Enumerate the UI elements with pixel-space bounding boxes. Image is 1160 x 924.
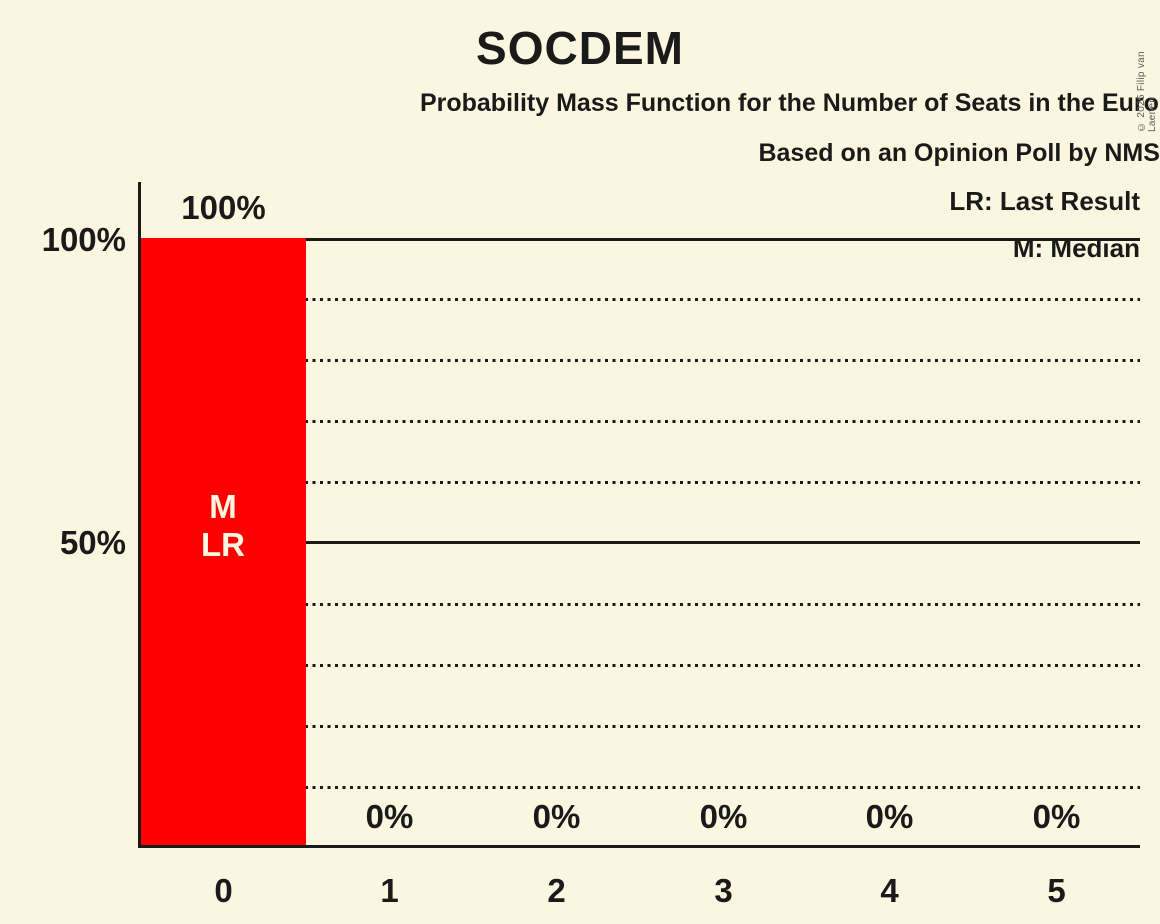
- x-axis-label-4: 4: [880, 872, 899, 909]
- x-axis-label-5: 5: [1047, 872, 1066, 909]
- bar-0: [140, 238, 306, 847]
- value-label-5: 0%: [1032, 798, 1081, 835]
- chart-poll-source: Based on an Opinion Poll by NMS, 6–12 Ma…: [758, 139, 1160, 167]
- y-axis: [138, 182, 141, 848]
- value-label-1: 0%: [365, 798, 414, 835]
- x-axis: [138, 845, 1140, 848]
- bar-0-markers: M LR: [140, 488, 306, 564]
- value-label-3: 0%: [699, 798, 748, 835]
- value-label-2: 0%: [532, 798, 581, 835]
- gridline-30: [140, 664, 1140, 667]
- legend-last-result: LR: Last Result: [949, 186, 1140, 216]
- copyright-notice: © 2025 Filip van Laenen: [1136, 51, 1158, 132]
- gridline-80: [140, 359, 1140, 362]
- y-axis-label-100: 100%: [41, 221, 126, 258]
- gridline-70: [140, 420, 1140, 423]
- value-label-4: 0%: [865, 798, 914, 835]
- gridline-100: [140, 238, 1140, 241]
- y-axis-label-50: 50%: [59, 524, 126, 561]
- gridline-10: [140, 786, 1140, 789]
- page-title: SOCDEM: [476, 22, 684, 74]
- legend-median: M: Median: [1012, 233, 1140, 263]
- value-label-0: 100%: [181, 189, 266, 226]
- gridline-50: [140, 541, 1140, 544]
- gridline-40: [140, 603, 1140, 606]
- gridline-20: [140, 725, 1140, 728]
- chart-subtitle: Probability Mass Function for the Number…: [419, 89, 1160, 117]
- x-axis-label-0: 0: [214, 872, 233, 909]
- x-axis-label-2: 2: [547, 872, 566, 909]
- median-marker: M: [209, 488, 237, 525]
- gridline-60: [140, 481, 1140, 484]
- x-axis-label-1: 1: [380, 872, 399, 909]
- gridline-90: [140, 298, 1140, 301]
- x-axis-label-3: 3: [714, 872, 733, 909]
- last-result-marker: LR: [201, 526, 245, 563]
